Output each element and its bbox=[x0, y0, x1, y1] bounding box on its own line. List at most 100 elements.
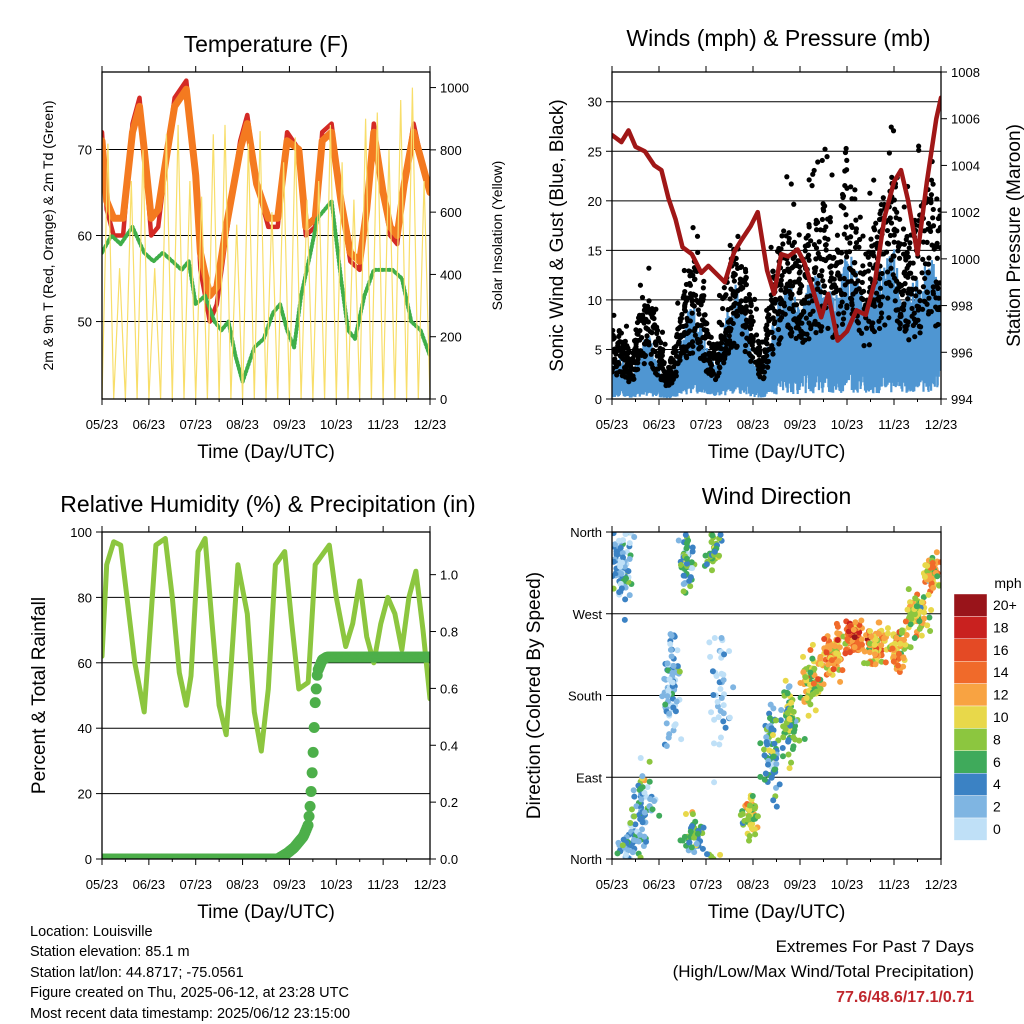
gust-point bbox=[727, 338, 733, 344]
direction-point bbox=[702, 552, 709, 559]
gust-point bbox=[825, 255, 831, 261]
direction-point bbox=[688, 823, 695, 830]
y2-tick-label: 1008 bbox=[951, 65, 980, 80]
colorbar-swatch bbox=[953, 795, 988, 819]
direction-point bbox=[680, 588, 687, 595]
gust-point bbox=[798, 312, 805, 318]
direction-point bbox=[878, 642, 885, 649]
y-tick-label: South bbox=[568, 689, 602, 704]
gust-point bbox=[770, 300, 776, 306]
direction-point bbox=[782, 726, 789, 733]
gust-point bbox=[721, 360, 727, 366]
y-tick-label: 25 bbox=[588, 144, 602, 159]
direction-point bbox=[680, 572, 687, 579]
direction-point bbox=[761, 746, 768, 753]
x-tick-label: 12/23 bbox=[414, 417, 447, 432]
gust-point bbox=[796, 279, 802, 285]
direction-point bbox=[773, 761, 780, 768]
gust-point bbox=[907, 260, 913, 266]
direction-point bbox=[792, 722, 799, 729]
gust-point bbox=[903, 257, 909, 263]
gust-point bbox=[756, 344, 763, 350]
gust-point bbox=[928, 177, 935, 183]
gust-point bbox=[842, 282, 848, 288]
gust-point bbox=[897, 216, 903, 222]
gust-point bbox=[925, 220, 932, 227]
direction-point bbox=[786, 765, 793, 772]
direction-point bbox=[674, 647, 681, 654]
gust-point bbox=[823, 247, 829, 253]
direction-point bbox=[809, 655, 816, 662]
colorbar-swatch bbox=[953, 661, 988, 684]
y-tick-label: 100 bbox=[70, 525, 92, 540]
gust-point bbox=[697, 355, 704, 361]
gust-point bbox=[633, 327, 639, 333]
direction-point bbox=[687, 574, 694, 581]
gust-point bbox=[652, 349, 658, 355]
direction-chart: Wind Direction North East South West North 05/… bbox=[524, 483, 957, 923]
direction-point bbox=[664, 693, 671, 700]
gust-point bbox=[821, 283, 828, 289]
direction-point bbox=[835, 658, 842, 665]
colorbar-label: 18 bbox=[993, 619, 1009, 635]
direction-point bbox=[726, 714, 733, 721]
direction-point bbox=[623, 575, 630, 582]
direction-point bbox=[626, 540, 633, 547]
gust-point bbox=[933, 295, 939, 301]
gust-point bbox=[827, 219, 833, 225]
direction-point bbox=[746, 802, 753, 809]
direction-point bbox=[836, 644, 843, 651]
direction-point bbox=[851, 644, 858, 651]
direction-point bbox=[761, 752, 768, 759]
gust-point bbox=[612, 336, 616, 342]
gust-point bbox=[655, 366, 661, 372]
gust-point bbox=[749, 342, 755, 348]
gust-point bbox=[897, 321, 903, 327]
gust-point bbox=[755, 338, 761, 344]
direction-point bbox=[823, 649, 830, 656]
gust-point bbox=[771, 334, 777, 341]
gust-point bbox=[853, 217, 859, 223]
gust-point bbox=[769, 329, 775, 335]
gust-point bbox=[643, 304, 649, 310]
direction-point bbox=[907, 599, 914, 606]
direction-point bbox=[771, 766, 778, 773]
direction-point bbox=[785, 737, 792, 744]
gust-point bbox=[855, 278, 861, 284]
humidity-y-axis-title: Percent & Total Rainfall bbox=[29, 597, 50, 794]
gust-point bbox=[823, 242, 829, 248]
direction-point bbox=[820, 681, 827, 688]
gust-point bbox=[764, 307, 770, 313]
direction-point bbox=[768, 725, 775, 732]
x-tick-label: 08/23 bbox=[226, 877, 259, 892]
direction-point bbox=[928, 607, 935, 614]
y2-tick-label: 0.4 bbox=[440, 738, 458, 753]
gust-point bbox=[786, 288, 793, 295]
gust-point bbox=[626, 358, 632, 365]
y-tick-label: 30 bbox=[588, 95, 602, 110]
colorbar-swatch bbox=[953, 616, 988, 640]
direction-point bbox=[686, 839, 693, 846]
x-tick-label: 12/23 bbox=[925, 417, 958, 432]
gust-point bbox=[692, 292, 699, 298]
direction-point bbox=[689, 548, 696, 555]
temperature-title: Temperature (F) bbox=[184, 31, 349, 57]
x-tick-label: 09/23 bbox=[784, 417, 817, 432]
direction-point bbox=[710, 691, 717, 698]
y2-tick-label: 0 bbox=[440, 392, 447, 407]
gust-point bbox=[816, 254, 822, 260]
gust-point bbox=[821, 289, 828, 296]
direction-point bbox=[721, 651, 728, 658]
direction-point bbox=[828, 642, 835, 649]
colorbar-label: 8 bbox=[993, 731, 1001, 747]
gust-point bbox=[655, 335, 662, 341]
gust-point bbox=[901, 204, 907, 210]
y2-tick-label: 800 bbox=[440, 143, 462, 158]
colorbar-swatch bbox=[953, 728, 988, 752]
precip-point bbox=[302, 819, 314, 831]
gust-point bbox=[791, 201, 797, 207]
gust-point bbox=[922, 298, 928, 305]
direction-point bbox=[900, 654, 907, 661]
gust-point bbox=[841, 231, 847, 237]
gust-point bbox=[874, 234, 880, 240]
